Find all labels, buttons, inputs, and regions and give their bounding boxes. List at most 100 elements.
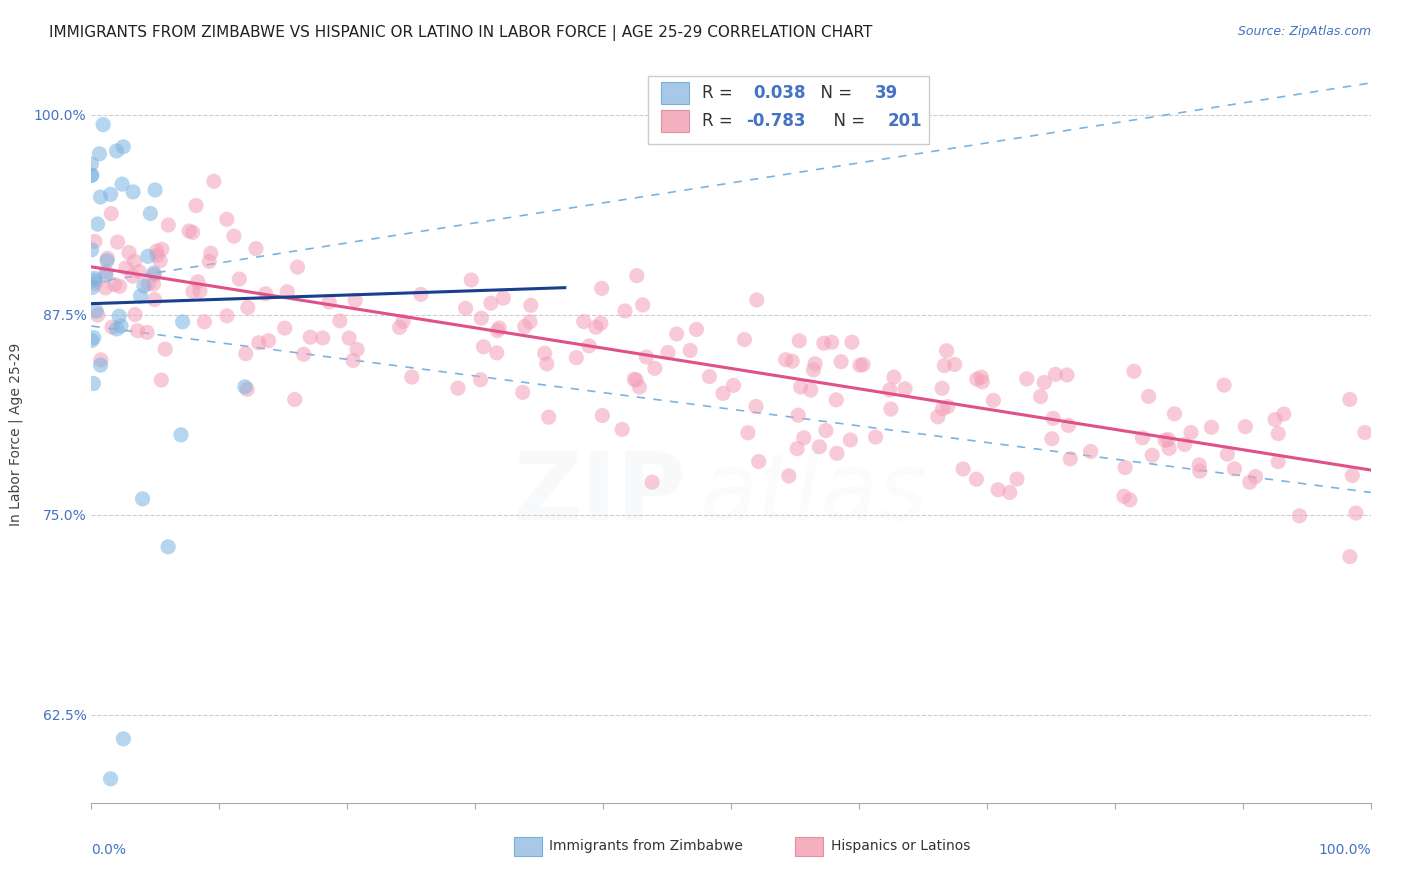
Point: [94, 268, 117, 283]
Point: [184, 198, 207, 212]
Point: [800, 383, 823, 397]
Point: [927, 409, 949, 424]
Point: [998, 485, 1021, 500]
Point: [149, 253, 172, 268]
Point: [181, 226, 204, 240]
Point: [610, 422, 633, 436]
Point: [533, 346, 555, 360]
FancyBboxPatch shape: [661, 110, 689, 132]
Point: [136, 326, 159, 340]
Point: [679, 343, 702, 358]
Point: [825, 446, 848, 460]
Point: [519, 315, 541, 329]
Point: [287, 260, 309, 275]
Point: [177, 224, 200, 238]
Point: [1223, 462, 1246, 476]
Point: [808, 440, 831, 454]
Point: [733, 333, 755, 347]
Point: [952, 462, 974, 476]
Text: 0.038: 0.038: [752, 84, 806, 102]
Point: [142, 266, 165, 280]
Point: [1157, 433, 1180, 447]
Text: N =: N =: [810, 84, 858, 102]
Point: [236, 301, 259, 315]
Point: [89, 190, 111, 204]
Point: [814, 424, 837, 438]
Point: [572, 314, 595, 328]
Point: [1288, 508, 1310, 523]
Point: [142, 277, 165, 291]
Point: [699, 369, 721, 384]
Point: [1174, 437, 1197, 451]
Point: [132, 279, 155, 293]
Point: [839, 433, 862, 447]
Point: [200, 246, 222, 260]
Point: [970, 370, 993, 384]
Text: N =: N =: [824, 112, 870, 129]
Point: [803, 363, 825, 377]
Point: [880, 402, 903, 417]
Point: [121, 269, 143, 284]
Point: [488, 321, 510, 335]
Point: [157, 540, 180, 554]
Point: [96, 252, 118, 266]
Point: [1213, 378, 1236, 392]
Point: [565, 351, 588, 365]
Point: [966, 372, 988, 386]
Point: [89, 146, 111, 161]
Point: [820, 335, 842, 350]
Point: [128, 265, 150, 279]
Text: ZIP: ZIP: [513, 448, 686, 540]
Point: [1239, 475, 1261, 490]
Point: [641, 475, 664, 490]
Point: [934, 359, 956, 373]
Point: [1159, 442, 1181, 456]
Point: [1123, 364, 1146, 378]
Point: [665, 326, 688, 341]
Point: [108, 309, 131, 323]
Point: [139, 206, 162, 220]
Point: [344, 293, 367, 308]
Point: [146, 248, 169, 262]
Point: [1033, 376, 1056, 390]
Point: [94, 265, 117, 279]
Point: [127, 324, 149, 338]
Point: [181, 285, 204, 299]
Point: [1154, 434, 1177, 448]
Point: [1040, 432, 1063, 446]
Point: [84, 273, 107, 287]
Point: [342, 353, 364, 368]
Point: [228, 272, 250, 286]
Point: [94, 281, 117, 295]
Point: [318, 295, 340, 310]
Point: [931, 381, 953, 395]
Point: [1080, 444, 1102, 458]
Point: [486, 324, 509, 338]
Point: [235, 347, 257, 361]
Point: [215, 212, 238, 227]
Point: [193, 315, 215, 329]
Point: [685, 322, 707, 336]
Point: [145, 244, 167, 258]
Point: [460, 273, 482, 287]
Point: [105, 144, 128, 158]
Point: [512, 385, 534, 400]
Point: [1339, 549, 1361, 564]
Point: [1188, 464, 1211, 478]
Point: [470, 373, 492, 387]
Point: [136, 249, 159, 263]
Point: [1188, 458, 1211, 472]
Text: atlas: atlas: [699, 448, 928, 540]
Point: [90, 358, 112, 372]
Point: [470, 311, 492, 326]
Point: [711, 386, 734, 401]
Point: [80, 169, 103, 183]
Point: [115, 260, 138, 275]
Point: [83, 330, 105, 344]
Point: [257, 334, 280, 348]
Point: [1042, 411, 1064, 425]
Point: [100, 187, 122, 202]
Point: [1114, 460, 1136, 475]
FancyBboxPatch shape: [661, 81, 689, 103]
Point: [157, 218, 180, 232]
